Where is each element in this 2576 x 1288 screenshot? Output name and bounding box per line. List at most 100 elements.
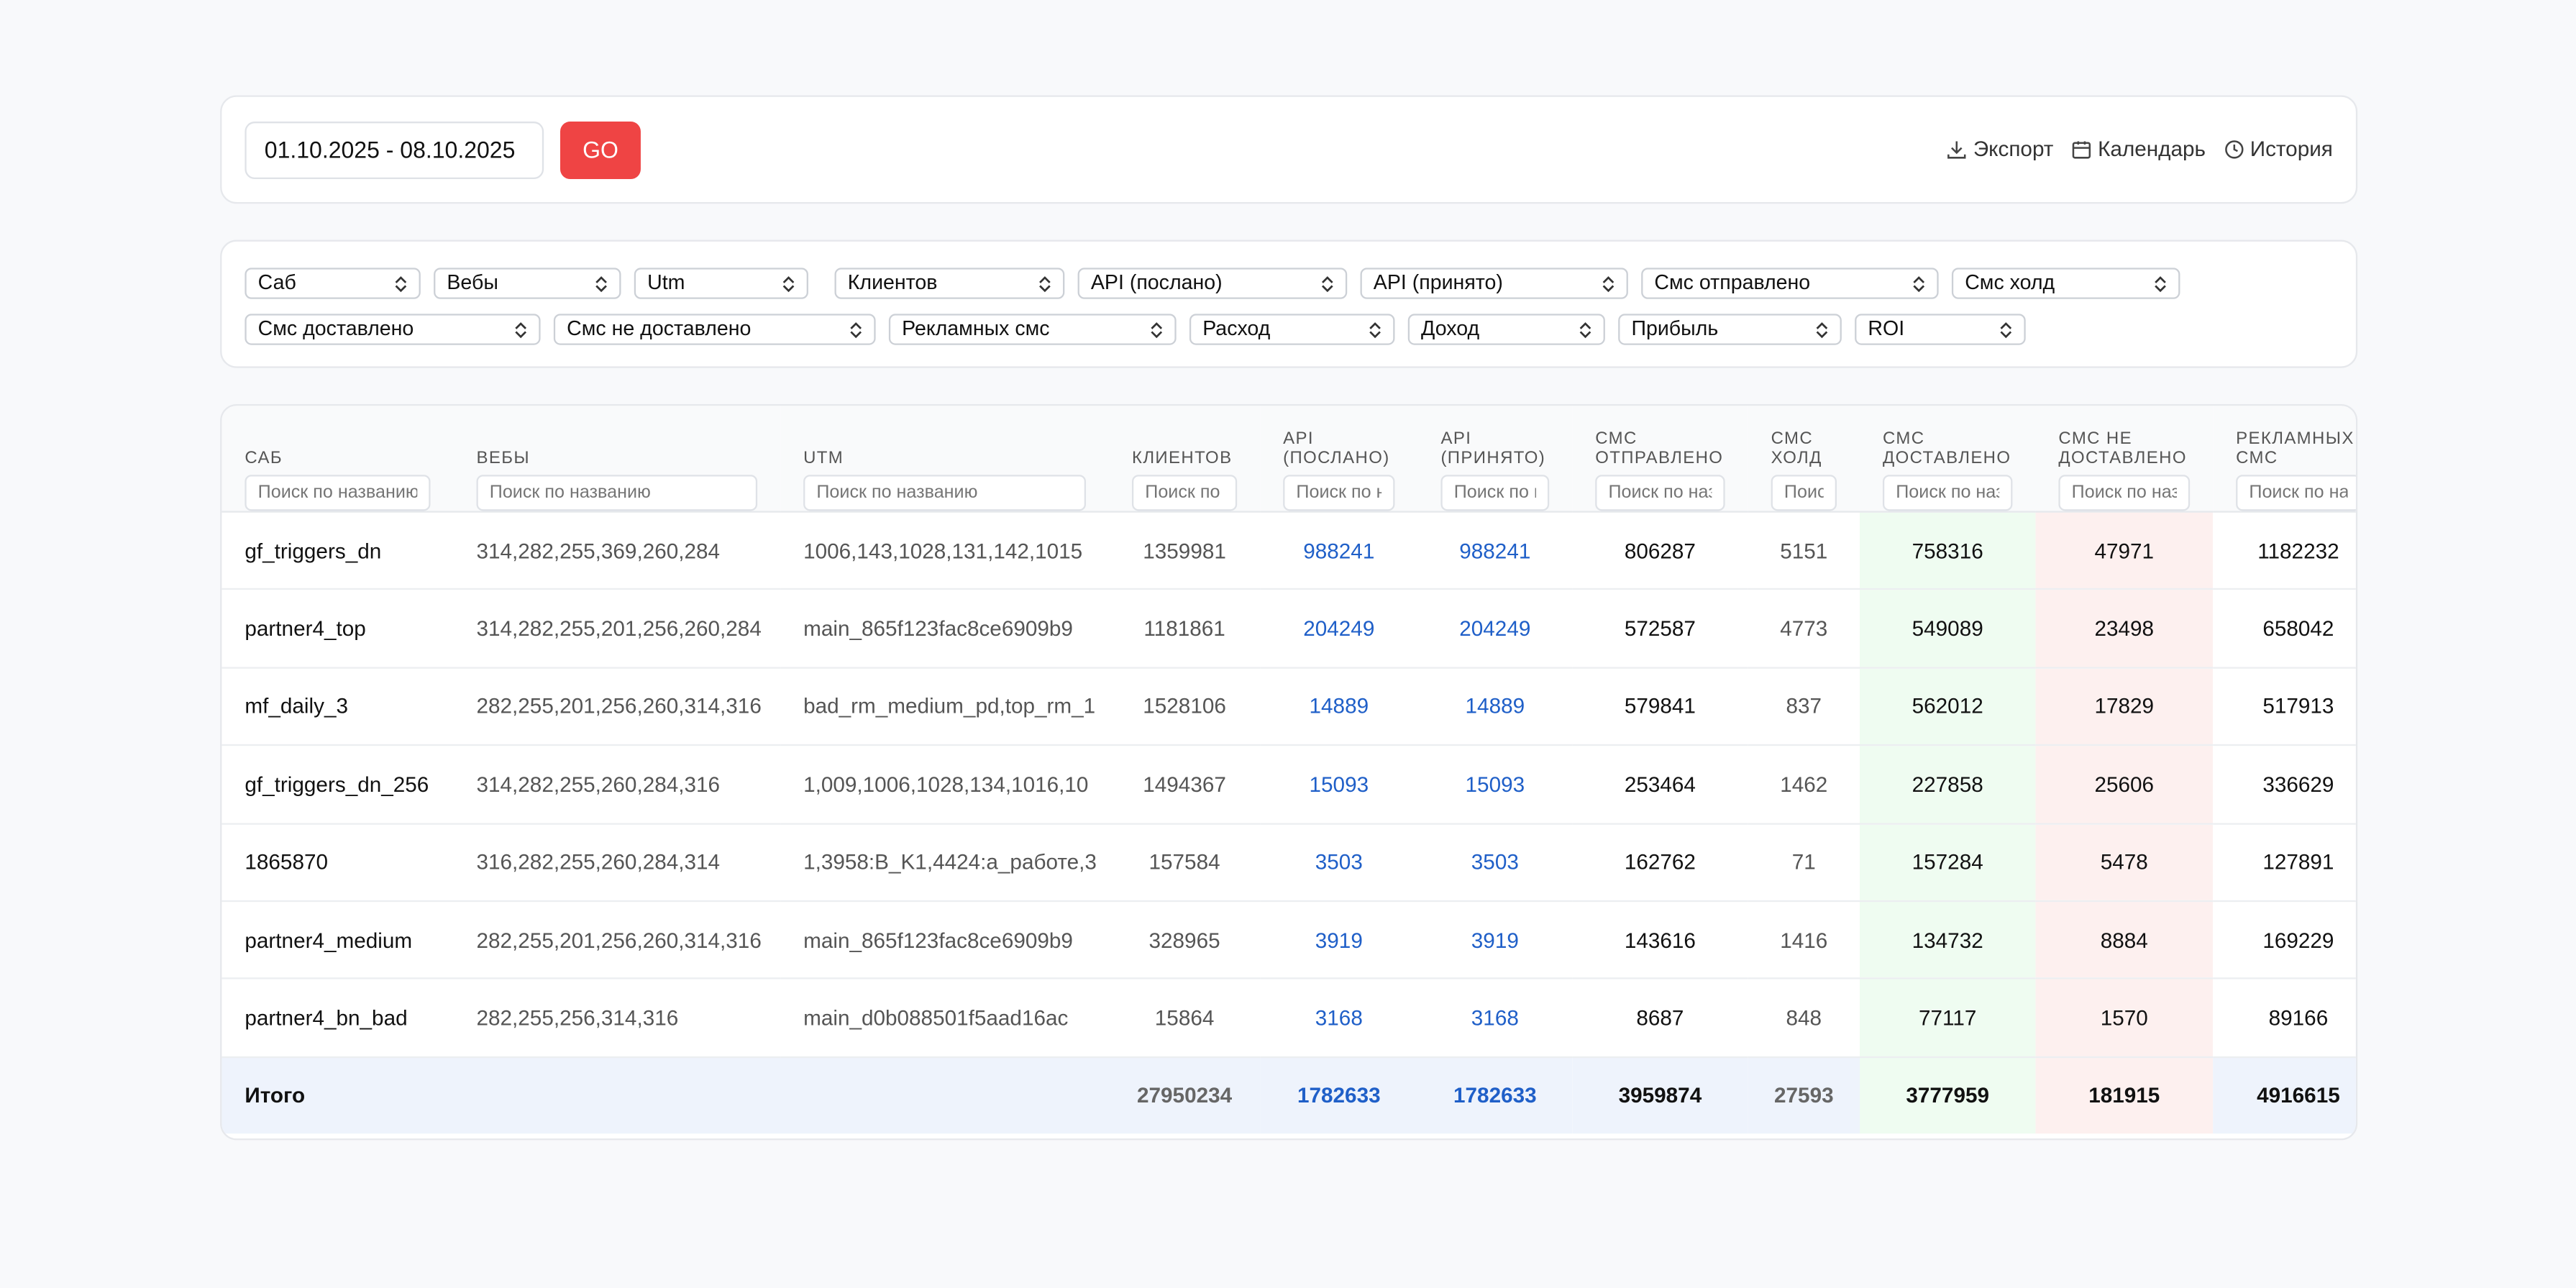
table-cell: 806287 [1572,512,1748,590]
table-row: mf_daily_3282,255,201,256,260,314,316bad… [221,667,2357,745]
column-search[interactable] [1283,475,1394,511]
table-cell: 336629 [2213,745,2357,823]
filter-select[interactable]: Смс не доставлено [554,314,876,344]
column-search[interactable] [1132,475,1237,511]
total-cell: 3959874 [1572,1056,1748,1133]
column-label: UTM [803,426,1109,475]
table-cell: 162762 [1572,823,1748,901]
total-label: Итого [221,1056,1109,1133]
column-header: СМС НЕ ДОСТАВЛЕНО [2035,406,2213,511]
table-cell: 517913 [2213,667,2357,745]
chevron [1369,321,1381,338]
table-cell: 3919 [1417,901,1572,979]
filter-select[interactable]: Смс отправлено [1641,268,1938,298]
date-range-input[interactable]: 01.10.2025 - 08.10.2025 [245,122,544,179]
filter-label: Клиентов [848,270,938,298]
column-search[interactable] [476,475,757,511]
filter-label: Расход [1202,316,1270,344]
table-cell: 314,282,255,201,256,260,284 [454,590,781,667]
toolbar-link[interactable]: История [2224,137,2333,161]
table-cell: 47971 [2035,512,2213,590]
column-search[interactable] [803,475,1086,511]
table-cell: 204249 [1260,590,1417,667]
table-cell: 5478 [2035,823,2213,901]
table-cell: partner4_top [221,590,453,667]
filter-select[interactable]: Смс холд [1952,268,2180,298]
filter-select[interactable]: Вебы [434,268,621,298]
link-text: Экспорт [1973,137,2054,161]
column-label: СМС ДОСТАВЛЕНО [1883,426,2035,475]
table-row: gf_triggers_dn_256314,282,255,260,284,31… [221,745,2357,823]
filter-select[interactable]: Смс доставлено [245,314,540,344]
column-search[interactable] [1440,475,1549,511]
column-search[interactable] [1771,475,1837,511]
column-search[interactable] [1883,475,2012,511]
toolbar-link[interactable]: Экспорт [1947,137,2053,161]
chevron [1579,321,1591,338]
column-label: КЛИЕНТОВ [1132,426,1260,475]
chevron [514,321,527,338]
column-header: СМС ХОЛД [1748,406,1860,511]
total-cell: 27593 [1748,1056,1860,1133]
chevron [595,275,608,292]
link-text: История [2250,137,2333,161]
column-header: API (ПРИНЯТО) [1417,406,1572,511]
table-cell: 15093 [1417,745,1572,823]
filter-select[interactable]: ROI [1855,314,2026,344]
link-text: Календарь [2098,137,2206,161]
table-cell: 562012 [1860,667,2035,745]
table-cell: 204249 [1417,590,1572,667]
filter-select[interactable]: API (принято) [1361,268,1628,298]
column-search[interactable] [2236,475,2357,511]
table-cell: 1,3958:B_K1,4424:a_работе,3 [780,823,1109,901]
table-cell: 1494367 [1109,745,1260,823]
table-cell: 1,009,1006,1028,134,1016,10 [780,745,1109,823]
table-cell: 5151 [1748,512,1860,590]
table-cell: 316,282,255,260,284,314 [454,823,781,901]
table-cell: main_d0b088501f5aad16ac [780,979,1109,1056]
table-cell: 1182232 [2213,512,2357,590]
filter-select[interactable]: Расход [1189,314,1395,344]
filter-label: Смс отправлено [1654,270,1810,298]
table-cell: 3919 [1260,901,1417,979]
chevron [782,275,795,292]
column-header: UTM [780,406,1109,511]
table-cell: 988241 [1260,512,1417,590]
toolbar: 01.10.2025 - 08.10.2025 GO Экспорт Календ… [220,95,2357,204]
chevron [1038,275,1051,292]
filter-label: Саб [258,270,296,298]
table-cell: 253464 [1572,745,1748,823]
total-cell: 4916615 [2213,1056,2357,1133]
filter-label: Прибыль [1631,316,1718,344]
table-cell: 3168 [1417,979,1572,1056]
toolbar-link[interactable]: Календарь [2072,137,2206,161]
table-cell: 572587 [1572,590,1748,667]
column-label: САБ [245,426,453,475]
table-cell: 134732 [1860,901,2035,979]
filter-select[interactable]: Рекламных смс [889,314,1177,344]
filter-select[interactable]: Прибыль [1618,314,1842,344]
table-cell: 8884 [2035,901,2213,979]
filter-select[interactable]: Utm [634,268,808,298]
header-row: САБВЕБЫUTMКЛИЕНТОВAPI (ПОСЛАНО)API (ПРИН… [221,406,2357,511]
column-header: СМС ОТПРАВЛЕНО [1572,406,1748,511]
table-cell: 579841 [1572,667,1748,745]
column-search[interactable] [245,475,430,511]
filter-label: Вебы [447,270,498,298]
column-search[interactable] [2058,475,2190,511]
filter-select[interactable]: API (послано) [1078,268,1348,298]
filter-label: Смс не доставлено [567,316,751,344]
table-cell: 169229 [2213,901,2357,979]
filter-select[interactable]: Доход [1408,314,1605,344]
filter-select[interactable]: Саб [245,268,420,298]
filter-select[interactable]: Клиентов [834,268,1064,298]
table-row: partner4_bn_bad282,255,256,314,316main_d… [221,979,2357,1056]
total-cell: 1782633 [1417,1056,1572,1133]
column-search[interactable] [1595,475,1725,511]
column-header: РЕКЛАМНЫХ СМС [2213,406,2357,511]
column-label: API (ПОСЛАНО) [1283,426,1417,475]
go-button[interactable]: GO [560,122,641,179]
table-cell: 282,255,256,314,316 [454,979,781,1056]
